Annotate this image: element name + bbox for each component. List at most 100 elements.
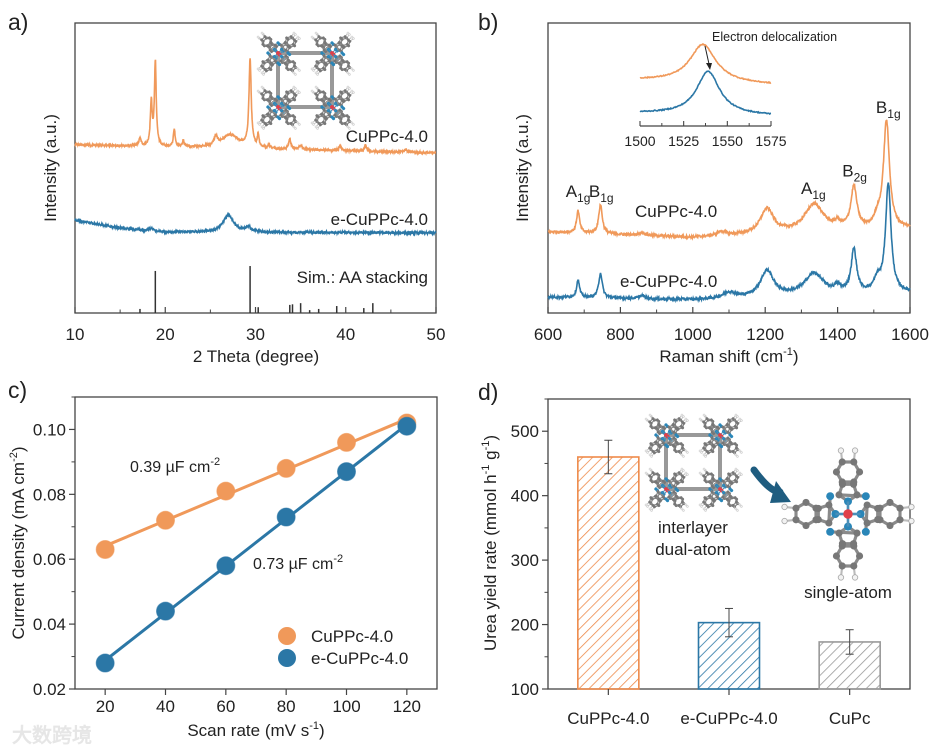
inset-x-tick-label: 1575 xyxy=(755,133,786,149)
hydrogen-atom xyxy=(644,449,648,453)
carbon-atom xyxy=(648,420,652,424)
x-tick-label: 40 xyxy=(336,325,355,344)
carbon-atom xyxy=(284,54,288,58)
carbon-atom xyxy=(320,98,324,102)
carbon-atom xyxy=(802,521,810,530)
cof-structure xyxy=(644,413,743,512)
carbon-atom xyxy=(322,108,326,112)
carbon-atom xyxy=(292,38,296,42)
carbon-atom xyxy=(734,500,738,504)
carbon-atom xyxy=(345,42,349,46)
carbon-atom xyxy=(792,516,800,524)
carbon-atom xyxy=(674,426,678,430)
carbon-atom xyxy=(792,504,800,512)
carbon-atom xyxy=(661,479,665,483)
hydrogen-atom xyxy=(702,507,706,511)
panel-label-a: a) xyxy=(8,9,28,35)
hydrogen-atom xyxy=(260,71,264,75)
carbon-atom xyxy=(679,442,683,446)
carbon-atom xyxy=(346,92,350,96)
carbon-atom xyxy=(322,54,326,58)
carbon-atom xyxy=(333,113,337,117)
carbon-atom xyxy=(345,60,349,64)
carbon-atom xyxy=(672,430,676,434)
hydrogen-atom xyxy=(346,31,350,35)
hydrogen-atom xyxy=(702,453,706,457)
x-tick-label: 60 xyxy=(216,697,235,716)
nitrogen-atom xyxy=(861,492,870,501)
nitrogen-atom xyxy=(330,41,334,45)
carbon-atom xyxy=(333,59,337,63)
carbon-atom xyxy=(727,502,731,506)
series-label-cuppc: CuPPc-4.0 xyxy=(346,127,428,146)
legend-marker xyxy=(278,627,296,645)
hydrogen-atom xyxy=(698,449,702,453)
carbon-atom xyxy=(314,118,318,122)
carbon-atom xyxy=(649,424,653,428)
data-point-cuppc xyxy=(156,510,175,530)
y-axis-title: Current density (mA cm-2) xyxy=(8,446,28,639)
carbon-atom xyxy=(654,480,658,484)
nitrogen-atom xyxy=(276,115,280,119)
carbon-atom xyxy=(285,120,289,124)
carbon-atom xyxy=(710,484,714,488)
carbon-atom xyxy=(266,98,270,102)
carbon-atom xyxy=(286,112,290,116)
carbon-atom xyxy=(655,472,659,476)
legend-marker xyxy=(278,649,296,667)
nitrogen-atom xyxy=(728,433,732,437)
carbon-atom xyxy=(321,66,325,70)
hydrogen-atom xyxy=(734,453,738,457)
y-tick-label: 200 xyxy=(511,616,539,635)
carbon-atom xyxy=(709,472,713,476)
carbon-atom xyxy=(709,448,713,452)
carbon-atom xyxy=(673,418,677,422)
carbon-atom xyxy=(674,494,678,498)
y-axis-title: Urea yield rate (mmol h-1 g-1) xyxy=(480,435,500,651)
hydrogen-atom xyxy=(292,31,296,35)
carbon-atom xyxy=(671,443,675,447)
carbon-atom xyxy=(733,424,737,428)
nitrogen-atom xyxy=(276,41,280,45)
carbon-atom xyxy=(268,54,272,58)
carbon-atom xyxy=(672,490,676,494)
carbon-atom xyxy=(340,98,344,102)
carbon-atom xyxy=(283,115,287,119)
carbon-atom xyxy=(269,61,273,65)
carbon-atom xyxy=(661,441,665,445)
nitrogen-atom xyxy=(718,497,722,501)
nitrogen-atom xyxy=(330,115,334,119)
carbon-atom xyxy=(710,436,714,440)
carbon-atom xyxy=(703,424,707,428)
carbon-atom xyxy=(284,48,288,52)
carbon-atom xyxy=(655,418,659,422)
carbon-atom xyxy=(814,504,822,513)
carbon-atom xyxy=(289,121,293,125)
carbon-atom xyxy=(261,96,265,100)
carbon-atom xyxy=(734,474,738,478)
carbon-atom xyxy=(726,484,730,488)
nitrogen-atom xyxy=(664,443,668,447)
nitrogen-atom xyxy=(330,95,334,99)
arrow-head-icon xyxy=(770,481,791,503)
nitrogen-atom xyxy=(654,433,658,437)
carbon-atom xyxy=(338,48,342,52)
carbon-atom xyxy=(337,95,341,99)
carbon-atom xyxy=(321,36,325,40)
nitrogen-atom xyxy=(674,433,678,437)
carbon-atom xyxy=(850,562,858,570)
panel-label-d: d) xyxy=(478,379,498,405)
carbon-atom xyxy=(343,67,347,71)
carbon-atom xyxy=(896,516,904,524)
carbon-atom xyxy=(728,480,732,484)
nitrogen-atom xyxy=(340,51,344,55)
carbon-atom xyxy=(286,98,290,102)
carbon-atom xyxy=(674,480,678,484)
x-axis-title-sup: -1 xyxy=(783,346,793,358)
nitrogen-atom xyxy=(320,105,324,109)
carbon-atom xyxy=(317,35,321,39)
y-tick-label: 0.02 xyxy=(33,680,66,699)
inset-series-cuppc xyxy=(639,43,772,85)
carbon-atom xyxy=(263,35,267,39)
